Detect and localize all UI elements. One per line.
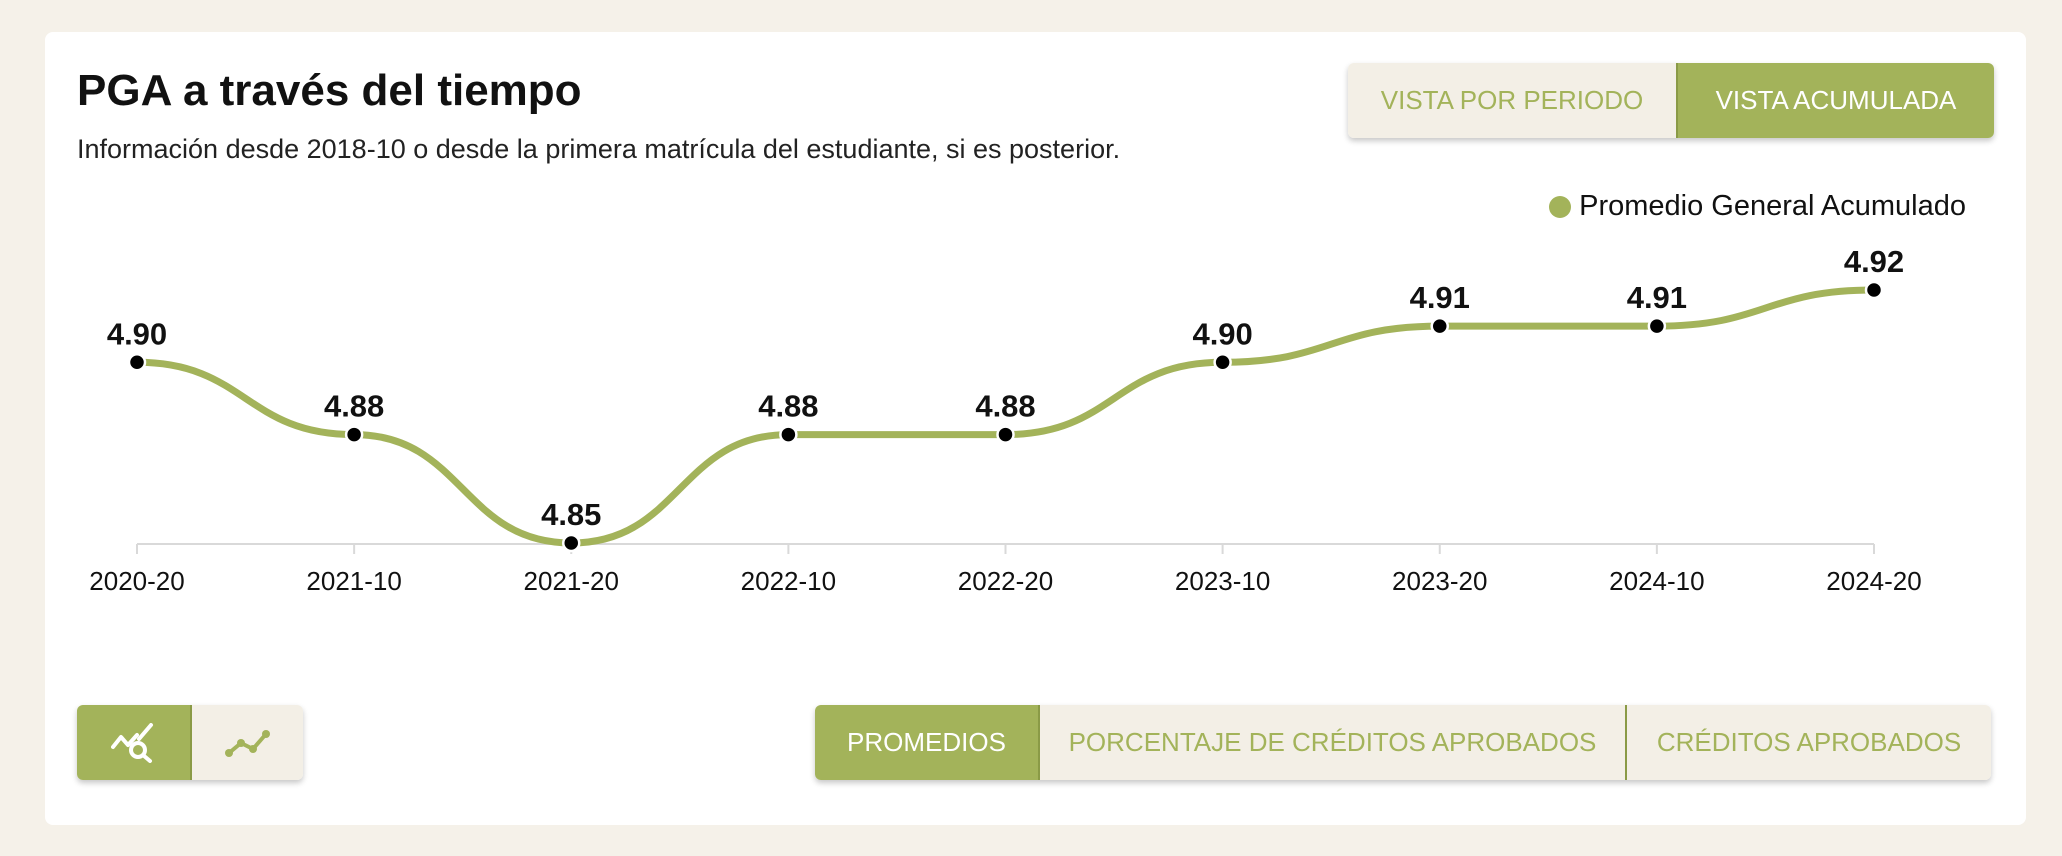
data-point[interactable] [779, 425, 798, 444]
cumulative-view-button[interactable]: VISTA ACUMULADA [1676, 63, 1994, 138]
x-tick-label: 2024-20 [1826, 566, 1921, 596]
gpa-line-chart: 4.90 4.88 4.85 4.88 4.88 4.90 4.91 4.91 4.92 202… [89, 244, 1921, 596]
data-label: 4.90 [1192, 316, 1252, 351]
data-point[interactable] [1430, 316, 1449, 336]
legend-marker [1549, 195, 1572, 218]
data-label: 4.91 [1410, 280, 1470, 315]
line-chart-button[interactable] [190, 705, 303, 780]
data-point[interactable] [1647, 316, 1667, 336]
data-point[interactable] [562, 533, 581, 553]
data-label: 4.92 [1844, 244, 1904, 279]
data-point[interactable] [1864, 280, 1884, 300]
data-label: 4.88 [975, 389, 1035, 424]
x-tick-label: 2022-20 [958, 566, 1053, 596]
page-subtitle: Información desde 2018-10 o desde la pri… [77, 134, 1121, 164]
x-tick-label: 2023-10 [1175, 566, 1270, 596]
data-point[interactable] [127, 353, 147, 372]
x-tick-label: 2021-10 [306, 566, 401, 596]
data-label: 4.88 [758, 389, 818, 424]
data-label: 4.91 [1627, 280, 1687, 315]
averages-tab[interactable]: PROMEDIOS [815, 705, 1038, 780]
x-tick-label: 2020-20 [89, 566, 184, 596]
series-line-cumulative-gpa [133, 286, 1878, 547]
period-view-button[interactable]: VISTA POR PERIODO [1348, 63, 1676, 138]
data-point[interactable] [1213, 353, 1232, 372]
approved-credits-tab[interactable]: CRÉDITOS APROBADOS [1625, 705, 1991, 780]
legend-label: Promedio General Acumulado [1579, 190, 1966, 222]
data-label: 4.88 [324, 389, 384, 424]
chart-mode-toggle [77, 705, 303, 780]
view-toggle: VISTA POR PERIODO VISTA ACUMULADA [1348, 63, 1994, 138]
chart-zoom-icon [110, 722, 157, 763]
data-label: 4.85 [541, 497, 601, 532]
metric-toggle: PROMEDIOS PORCENTAJE DE CRÉDITOS APROBAD… [815, 705, 1991, 780]
zoom-chart-button[interactable] [77, 705, 190, 780]
data-point[interactable] [996, 425, 1015, 444]
credits-percent-tab[interactable]: PORCENTAJE DE CRÉDITOS APROBADOS [1038, 705, 1625, 780]
x-tick-label: 2024-10 [1609, 566, 1704, 596]
line-chart-icon [224, 727, 272, 759]
x-tick-label: 2023-20 [1392, 566, 1487, 596]
data-label: 4.90 [107, 316, 167, 351]
page-title: PGA a través del tiempo [77, 66, 582, 115]
x-tick-label: 2021-20 [524, 566, 619, 596]
gpa-card: PGA a través del tiempo Información desd… [45, 32, 2026, 825]
chart-legend[interactable]: Promedio General Acumulado [1549, 190, 1966, 223]
x-tick-label: 2022-10 [741, 566, 836, 596]
data-point[interactable] [344, 425, 364, 444]
